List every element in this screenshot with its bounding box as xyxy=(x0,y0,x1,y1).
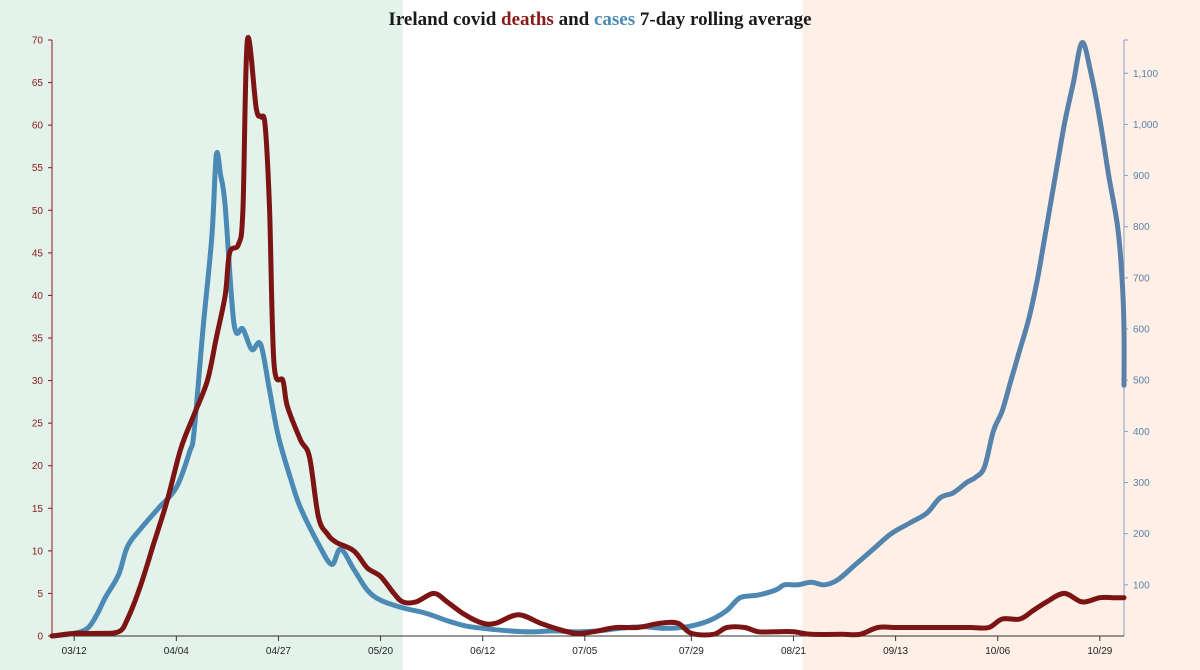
x-tick-label: 10/29 xyxy=(1087,646,1112,657)
title-cases-word: cases xyxy=(594,9,635,30)
series-lines xyxy=(49,34,1127,639)
deaths-line xyxy=(49,34,1127,639)
title-part-1: Ireland covid xyxy=(388,9,501,30)
band-orange xyxy=(802,0,1200,670)
right-tick-label: 300 xyxy=(1133,478,1150,489)
right-tick-label: 1,100 xyxy=(1133,69,1158,80)
right-tick-label: 800 xyxy=(1133,222,1150,233)
left-tick-label: 15 xyxy=(32,504,44,515)
left-tick-label: 10 xyxy=(32,546,44,557)
title-part-3: and xyxy=(554,9,594,30)
chart-title: Ireland covid deaths and cases 7-day rol… xyxy=(388,9,811,30)
left-tick-label: 55 xyxy=(32,163,44,174)
left-tick-label: 40 xyxy=(32,291,44,302)
left-tick-label: 20 xyxy=(32,461,44,472)
left-tick-label: 0 xyxy=(37,632,43,643)
x-tick-label: 07/29 xyxy=(679,646,704,657)
title-deaths-word: deaths xyxy=(501,9,554,30)
x-tick-label: 04/27 xyxy=(266,646,291,657)
left-tick-label: 70 xyxy=(32,36,44,47)
x-tick-label: 09/13 xyxy=(883,646,908,657)
right-tick-label: 100 xyxy=(1133,580,1150,591)
left-tick-label: 60 xyxy=(32,121,44,132)
right-tick-label: 1,000 xyxy=(1133,120,1158,131)
left-tick-label: 50 xyxy=(32,206,44,217)
right-tick-label: 400 xyxy=(1133,427,1150,438)
title-part-5: 7-day rolling average xyxy=(635,9,811,30)
left-tick-label: 5 xyxy=(37,589,43,600)
x-tick-label: 06/12 xyxy=(470,646,495,657)
x-tick-label: 10/06 xyxy=(985,646,1010,657)
x-tick-label: 03/12 xyxy=(62,646,87,657)
left-tick-label: 35 xyxy=(32,334,44,345)
x-tick-label: 04/04 xyxy=(164,646,189,657)
x-tick-label: 05/20 xyxy=(368,646,393,657)
right-tick-label: 200 xyxy=(1133,529,1150,540)
left-tick-label: 30 xyxy=(32,376,44,387)
left-tick-label: 25 xyxy=(32,419,44,430)
x-tick-label: 08/21 xyxy=(781,646,806,657)
right-tick-label: 700 xyxy=(1133,273,1150,284)
right-tick-label: 900 xyxy=(1133,171,1150,182)
axes: 0 5 10 15 20 25 30 35 40 45 50 55 60 65 70 100 200 300 400… xyxy=(32,36,1159,658)
left-tick-label: 65 xyxy=(32,78,44,89)
right-tick-label: 600 xyxy=(1133,325,1150,336)
x-tick-label: 07/05 xyxy=(572,646,597,657)
right-tick-label: 500 xyxy=(1133,376,1150,387)
left-tick-label: 45 xyxy=(32,248,44,259)
